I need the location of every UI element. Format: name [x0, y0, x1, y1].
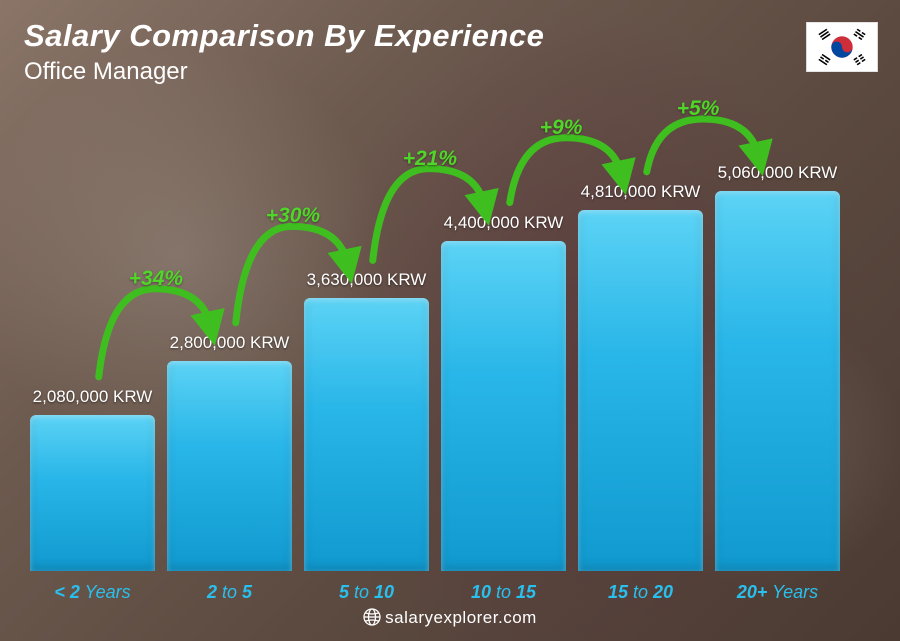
- bar-value-label: 4,810,000 KRW: [581, 182, 701, 202]
- xaxis-label: 20+ Years: [715, 582, 840, 603]
- bar: [30, 415, 155, 571]
- page-subtitle: Office Manager: [24, 58, 544, 86]
- bar-group: 2,080,000 KRW: [30, 387, 155, 571]
- xaxis-label: 2 to 5: [167, 582, 292, 603]
- infographic-container: Salary Comparison By Experience Office M…: [0, 0, 900, 641]
- page-title: Salary Comparison By Experience: [24, 18, 544, 54]
- footer-text: salaryexplorer.com: [385, 608, 537, 627]
- bar: [715, 191, 840, 571]
- increase-pct-label: +30%: [266, 204, 320, 228]
- bar: [441, 241, 566, 571]
- bar: [167, 361, 292, 571]
- flag-icon: [807, 22, 877, 72]
- footer: salaryexplorer.com: [0, 608, 900, 631]
- increase-pct-label: +5%: [677, 97, 720, 121]
- bar-value-label: 5,060,000 KRW: [718, 163, 838, 183]
- bar-group: 4,810,000 KRW: [578, 182, 703, 571]
- xaxis-label: 5 to 10: [304, 582, 429, 603]
- xaxis-label: 15 to 20: [578, 582, 703, 603]
- bar-group: 3,630,000 KRW: [304, 270, 429, 571]
- bar-value-label: 2,080,000 KRW: [33, 387, 153, 407]
- increase-pct-label: +9%: [540, 116, 583, 140]
- bar-value-label: 3,630,000 KRW: [307, 270, 427, 290]
- bar: [578, 210, 703, 571]
- country-flag: [806, 22, 878, 72]
- bar: [304, 298, 429, 571]
- bar-chart: 2,080,000 KRW 2,800,000 KRW 3,630,000 KRW 4…: [30, 101, 840, 571]
- increase-pct-label: +21%: [403, 147, 457, 171]
- bar-value-label: 4,400,000 KRW: [444, 213, 564, 233]
- header: Salary Comparison By Experience Office M…: [24, 18, 544, 86]
- bar-group: 2,800,000 KRW: [167, 333, 292, 571]
- bar-value-label: 2,800,000 KRW: [170, 333, 290, 353]
- xaxis-label: 10 to 15: [441, 582, 566, 603]
- increase-pct-label: +34%: [129, 267, 183, 291]
- xaxis-label: < 2 Years: [30, 582, 155, 603]
- xaxis-labels: < 2 Years 2 to 5 5 to 10 10 to 15 15 to 20 20…: [30, 582, 840, 603]
- bar-group: 5,060,000 KRW: [715, 163, 840, 571]
- bar-group: 4,400,000 KRW: [441, 213, 566, 571]
- globe-icon: [363, 608, 381, 631]
